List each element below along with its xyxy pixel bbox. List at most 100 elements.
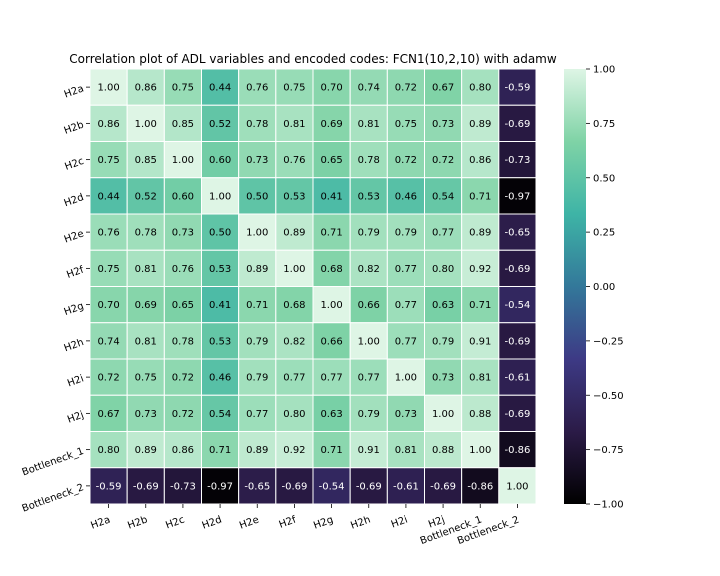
colorbar: 1.00 0.75 0.50 0.25 0.00 −0.25 −0.50 −0.75 −1.00 xyxy=(564,65,624,511)
heatmap-cell xyxy=(126,286,165,324)
heatmap-cell xyxy=(386,249,426,287)
y-tick-label: H2h xyxy=(63,337,86,354)
chart-title: Correlation plot of ADL variables and en… xyxy=(69,52,557,66)
heatmap-cell xyxy=(461,358,500,396)
cell-value-label: -0.69 xyxy=(504,336,530,347)
cell-value-label: 0.80 xyxy=(283,409,305,420)
cell-value-label: 0.44 xyxy=(97,191,119,202)
cell-value-label: 1.00 xyxy=(432,409,454,420)
cell-value-label: 0.77 xyxy=(320,373,342,384)
heatmap-cell xyxy=(312,467,351,505)
cell-value-label: 0.86 xyxy=(135,83,157,94)
cell-value-label: -0.86 xyxy=(467,481,493,492)
heatmap-cell xyxy=(349,104,388,142)
cell-value-label: 0.71 xyxy=(209,445,231,456)
cell-value-label: -0.69 xyxy=(133,481,159,492)
cell-value-label: 0.73 xyxy=(432,119,454,130)
cell-value-label: 0.75 xyxy=(395,119,417,130)
cell-value-label: 0.80 xyxy=(469,83,491,94)
cell-value-label: 0.81 xyxy=(469,373,491,384)
cell-value-label: -0.69 xyxy=(430,481,456,492)
colorbar-tick-label: 1.00 xyxy=(593,65,615,76)
heatmap-cell xyxy=(126,394,165,432)
cell-value-label: 0.81 xyxy=(135,336,157,347)
cell-value-label: 0.91 xyxy=(358,445,380,456)
heatmap-cell xyxy=(238,141,277,179)
heatmap-cell xyxy=(275,177,314,215)
cell-value-label: 0.65 xyxy=(172,300,194,311)
heatmap-cell xyxy=(89,213,128,251)
cell-value-label: -0.69 xyxy=(356,481,382,492)
y-tick-label: H2c xyxy=(63,156,85,173)
cell-value-label: 0.46 xyxy=(395,191,417,202)
heatmap-cell xyxy=(386,104,426,142)
cell-value-label: 0.79 xyxy=(246,373,268,384)
y-tick-label: H2e xyxy=(63,228,86,245)
cell-value-label: -0.65 xyxy=(504,228,530,239)
cell-value-label: 0.77 xyxy=(283,373,305,384)
heatmap-cell xyxy=(461,467,500,505)
cell-value-label: 0.79 xyxy=(358,228,380,239)
cell-value-label: 0.63 xyxy=(432,300,454,311)
heatmap-cell xyxy=(163,286,202,324)
cell-value-label: 0.73 xyxy=(172,228,194,239)
heatmap-cell xyxy=(386,431,426,469)
colorbar-tick-label: 0.25 xyxy=(593,228,615,239)
colorbar-tick-label: 0.50 xyxy=(593,173,615,184)
cell-value-label: 0.71 xyxy=(469,191,491,202)
cell-value-label: 0.80 xyxy=(97,445,119,456)
cell-value-label: 0.78 xyxy=(135,228,157,239)
colorbar-tick-label: −0.50 xyxy=(593,391,624,402)
x-tick-label: H2d xyxy=(201,514,224,531)
cell-value-label: -0.69 xyxy=(281,481,307,492)
cell-value-label: 0.50 xyxy=(209,228,231,239)
heatmap-cell xyxy=(424,286,463,324)
y-tick-label: H2g xyxy=(63,301,86,318)
heatmap-cell xyxy=(201,431,240,469)
heatmap-cell xyxy=(238,286,277,324)
x-tick-label: H2h xyxy=(349,514,372,531)
cell-value-label: 0.81 xyxy=(358,119,380,130)
heatmap-cell xyxy=(498,358,537,396)
cell-value-label: 0.77 xyxy=(358,373,380,384)
heatmap-cell xyxy=(461,104,500,142)
heatmap-cell xyxy=(498,431,537,469)
x-tick-label: H2c xyxy=(164,514,186,531)
colorbar-tick-label: −0.75 xyxy=(593,445,624,456)
heatmap-cell xyxy=(201,104,240,142)
heatmap-cell xyxy=(89,431,128,469)
cell-value-label: 0.65 xyxy=(320,155,342,166)
cell-value-label: 0.72 xyxy=(432,155,454,166)
cell-value-label: 0.69 xyxy=(135,300,157,311)
cell-value-label: 0.81 xyxy=(135,264,157,275)
heatmap-cell xyxy=(349,68,388,106)
colorbar-tick-label: 0.75 xyxy=(593,119,615,130)
cell-value-label: -0.61 xyxy=(504,373,530,384)
cell-value-label: 0.78 xyxy=(246,119,268,130)
cell-value-label: 0.72 xyxy=(97,373,119,384)
cell-value-label: 0.41 xyxy=(209,300,231,311)
cell-value-label: -0.54 xyxy=(319,481,345,492)
x-tick-label: H2b xyxy=(126,514,149,531)
cell-value-label: 0.72 xyxy=(172,409,194,420)
cell-value-label: 0.88 xyxy=(469,409,491,420)
cell-value-label: 1.00 xyxy=(506,481,528,492)
heatmap-cell xyxy=(89,249,128,287)
x-axis-ticks: H2a H2b H2c H2d H2e H2f H2g H2h H2i H2jBottleneck… xyxy=(89,504,521,547)
heatmap-cell xyxy=(386,286,426,324)
cell-value-label: 0.53 xyxy=(283,191,305,202)
cell-value-label: 0.54 xyxy=(209,409,231,420)
cell-value-label: 0.67 xyxy=(432,83,454,94)
cell-value-label: -0.69 xyxy=(504,119,530,130)
colorbar-tick-label: 0.00 xyxy=(593,282,615,293)
cell-value-label: 1.00 xyxy=(135,119,157,130)
heatmap-cell xyxy=(275,104,314,142)
cell-value-label: 0.60 xyxy=(209,155,231,166)
cell-value-label: 0.79 xyxy=(246,336,268,347)
cell-value-label: 0.79 xyxy=(432,336,454,347)
cell-value-label: 0.80 xyxy=(432,264,454,275)
heatmap-cell xyxy=(498,177,537,215)
x-tick-label: H2a xyxy=(89,514,112,531)
y-tick-label: H2b xyxy=(63,120,86,137)
